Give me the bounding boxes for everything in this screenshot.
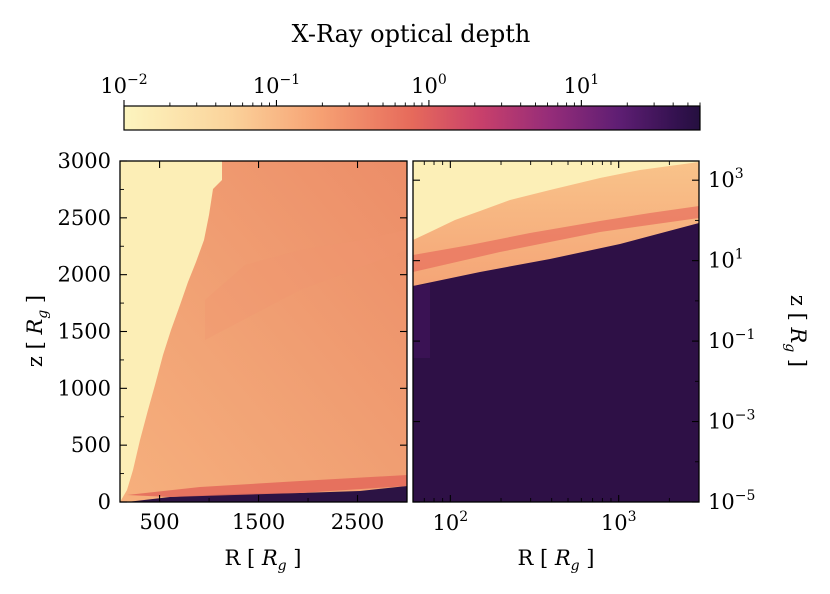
right-axis-ticks: 102 103 10−5 10−3 10−1 101 103 (412, 161, 755, 535)
left-axis-ticks: 500 1500 2500 0 500 1000 1500 2000 2500 3000 (58, 149, 408, 534)
left-y-tick-label: 1500 (58, 320, 111, 344)
left-panel: 500 1500 2500 0 500 1000 1500 2000 2500 3000 R [ … (23, 149, 408, 574)
left-x-tick-label: 1500 (232, 510, 285, 534)
left-y-tick-label: 1000 (58, 376, 111, 400)
left-x-axis-label: R [ Rg ] (224, 546, 301, 574)
colorbar-tick-label: 100 (411, 72, 447, 98)
right-y-tick-label: 10−3 (708, 408, 755, 434)
left-x-tick-label: 2500 (331, 510, 384, 534)
left-disc-edge (127, 475, 407, 497)
colorbar-tick-label: 101 (564, 72, 600, 98)
left-wind-band (205, 230, 407, 340)
colorbar-tick-label: 10−2 (100, 72, 147, 98)
left-y-tick-label: 0 (98, 490, 111, 514)
right-disc-inner-edge (413, 284, 430, 358)
right-panel: 102 103 10−5 10−3 10−1 101 103 R [ Rg ] z [ Rg… (412, 160, 810, 574)
right-opaque-disc (413, 223, 699, 502)
colorbar: X-Ray optical depth 10−2 10−1 100 101 (100, 20, 701, 131)
right-x-tick-label: 103 (601, 509, 637, 535)
right-y-tick-label: 10−5 (708, 488, 755, 514)
left-y-tick-label: 500 (71, 433, 111, 457)
colorbar-gradient (123, 105, 701, 131)
left-y-axis-label: z [ Rg ] (23, 295, 51, 367)
left-y-tick-label: 2500 (58, 206, 111, 230)
right-y-axis-label: z [ Rg ] (782, 295, 810, 367)
right-y-tick-label: 10−1 (708, 327, 755, 353)
right-wind-band (413, 206, 699, 272)
right-x-tick-label: 102 (433, 509, 469, 535)
colorbar-tick-label: 10−1 (253, 72, 300, 98)
left-thin-wedge (120, 161, 222, 502)
right-y-tick-label: 103 (708, 166, 744, 192)
colorbar-ticks: 10−2 10−1 100 101 (100, 72, 701, 106)
right-y-tick-label: 101 (708, 247, 744, 273)
right-panel-frame (412, 160, 700, 503)
left-y-tick-label: 3000 (58, 149, 111, 173)
left-y-tick-label: 2000 (58, 263, 111, 287)
left-x-tick-label: 500 (140, 510, 180, 534)
right-x-axis-label: R [ Rg ] (517, 546, 594, 574)
colorbar-title: X-Ray optical depth (292, 20, 531, 48)
right-thin-top (413, 161, 699, 240)
